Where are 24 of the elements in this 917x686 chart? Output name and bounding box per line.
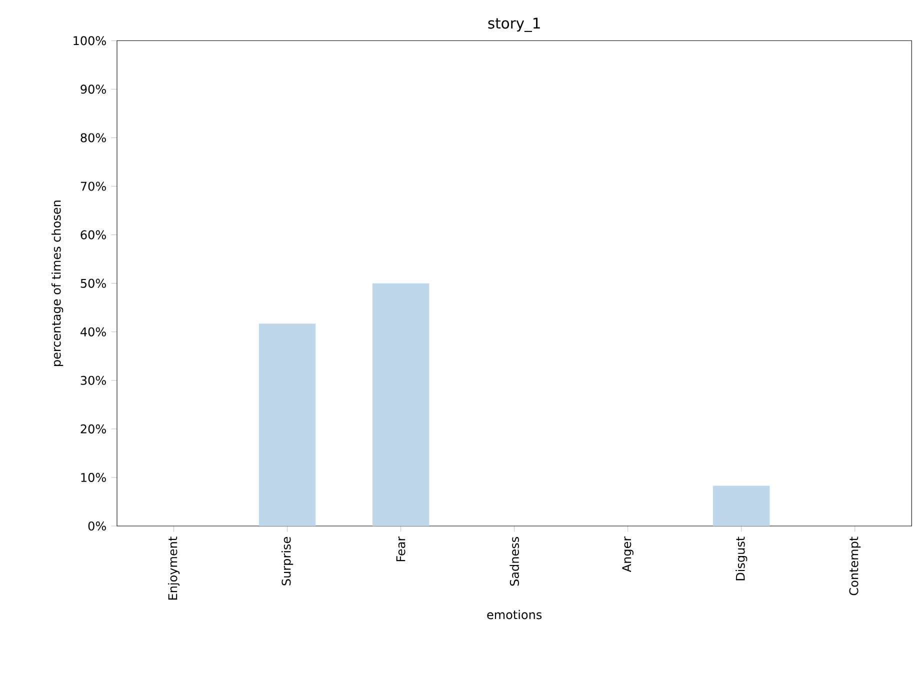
y-tick-label: 90% — [80, 84, 106, 94]
x-tick-label: Fear — [396, 536, 406, 562]
x-axis-title: emotions — [487, 610, 542, 620]
x-tick-label: Enjoyment — [168, 536, 180, 600]
x-tick-label: Disgust — [736, 536, 748, 580]
y-tick-label: 100% — [74, 36, 106, 46]
y-tick-label: 50% — [80, 278, 106, 288]
y-tick-label: 40% — [80, 327, 106, 336]
y-tick-label: 60% — [80, 230, 106, 240]
y-tick-label: 0% — [88, 521, 106, 531]
x-tick-label: Surprise — [281, 537, 294, 586]
y-axis-title: percentage of times chosen — [52, 200, 64, 366]
y-tick-label: 70% — [80, 182, 106, 191]
y-tick-label: 80% — [80, 133, 106, 142]
y-tick-label: 10% — [81, 472, 106, 482]
y-tick-label: 20% — [80, 424, 106, 434]
chart-title: story_1 — [488, 18, 540, 32]
x-tick-label: Contempt — [849, 536, 861, 596]
y-tick-label: 30% — [80, 376, 106, 385]
x-tick-label: Sadness — [510, 536, 519, 586]
x-tick-label: Anger — [622, 536, 634, 572]
bar — [372, 283, 430, 526]
bar — [258, 324, 316, 526]
bar — [713, 486, 770, 526]
